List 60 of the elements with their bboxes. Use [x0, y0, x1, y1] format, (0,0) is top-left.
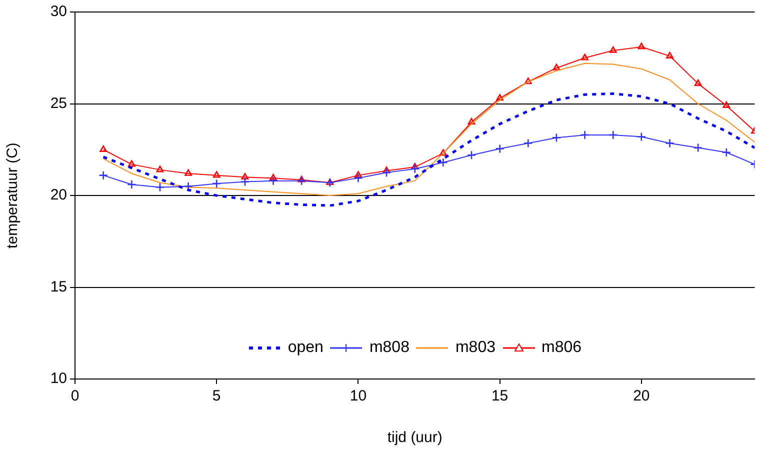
point — [609, 46, 617, 53]
x-axis-title: tijd (uur) — [387, 429, 442, 446]
point — [666, 52, 674, 58]
point — [466, 150, 476, 160]
y-tick-label: 15 — [50, 278, 67, 296]
y-tick-label: 20 — [50, 186, 67, 204]
point — [155, 182, 165, 192]
point — [296, 176, 306, 186]
point — [694, 79, 702, 86]
point — [100, 145, 107, 152]
x-tick-label: 20 — [633, 388, 650, 405]
point — [126, 180, 136, 190]
x-tick-label: 0 — [70, 388, 80, 405]
point — [580, 130, 590, 140]
point — [270, 174, 277, 180]
y-tick-label: 10 — [50, 370, 67, 388]
point — [240, 177, 250, 186]
y-tick-label: 30 — [50, 3, 67, 20]
x-tick-label: 5 — [212, 388, 221, 405]
point — [439, 149, 447, 156]
point — [638, 42, 646, 50]
point — [552, 133, 562, 142]
point — [354, 171, 362, 178]
legend-label: m806 — [542, 339, 582, 357]
legend-label: m808 — [369, 339, 410, 357]
line-series — [102, 92, 755, 207]
legend-label: m803 — [455, 339, 496, 357]
point — [495, 144, 504, 154]
point — [608, 130, 618, 140]
point — [128, 160, 136, 167]
x-tick-label: 15 — [491, 388, 508, 405]
legend-label: open — [288, 339, 324, 357]
x-tick-label: 10 — [350, 388, 367, 405]
point — [410, 164, 420, 174]
point — [722, 101, 730, 108]
point — [382, 168, 392, 178]
point — [212, 178, 222, 188]
point — [722, 148, 732, 158]
point — [98, 170, 108, 180]
point — [636, 132, 646, 142]
point — [524, 78, 532, 84]
point — [298, 176, 306, 182]
point — [496, 94, 504, 101]
y-tick-label: 25 — [50, 94, 67, 112]
point — [693, 143, 703, 152]
point — [382, 166, 390, 174]
point — [468, 118, 476, 124]
y-axis-title: temperatuur (C) — [4, 142, 22, 248]
point — [241, 173, 249, 180]
point — [438, 158, 448, 168]
point — [665, 138, 674, 148]
point — [411, 162, 419, 170]
point — [212, 171, 220, 178]
point — [184, 169, 192, 176]
point — [268, 176, 278, 186]
point — [523, 138, 533, 148]
point — [581, 54, 588, 60]
point — [552, 64, 560, 70]
point — [354, 173, 363, 183]
point — [156, 166, 164, 172]
